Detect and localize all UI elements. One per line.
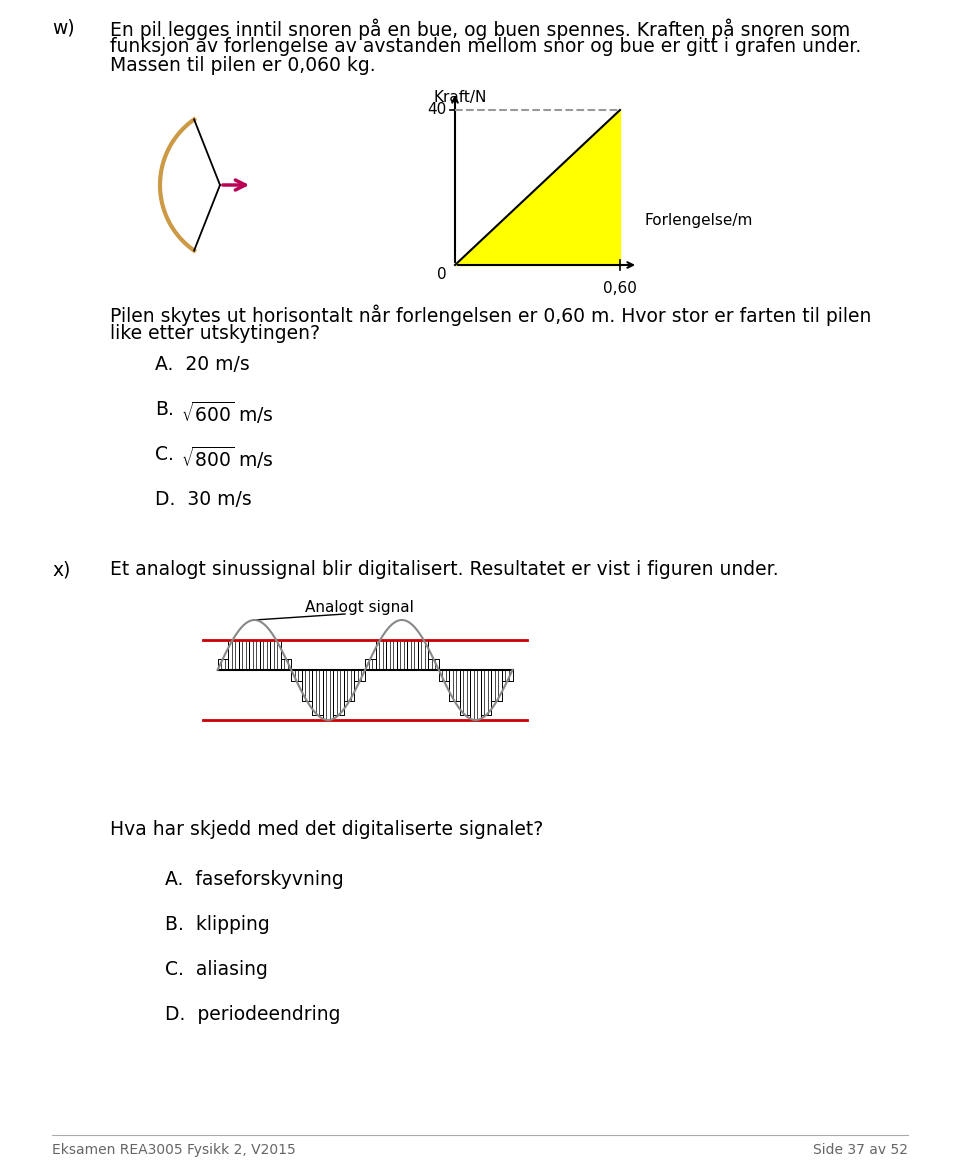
Text: Et analogt sinussignal blir digitalisert. Resultatet er vist i figuren under.: Et analogt sinussignal blir digitalisert… — [110, 560, 779, 579]
Polygon shape — [460, 670, 470, 715]
Polygon shape — [455, 111, 620, 265]
Polygon shape — [280, 659, 291, 670]
Polygon shape — [418, 640, 428, 670]
Polygon shape — [228, 640, 239, 670]
Text: Eksamen REA3005 Fysikk 2, V2015: Eksamen REA3005 Fysikk 2, V2015 — [52, 1143, 296, 1157]
Text: Analogt signal: Analogt signal — [305, 599, 414, 615]
Text: 0,60: 0,60 — [603, 281, 636, 296]
Text: Massen til pilen er 0,060 kg.: Massen til pilen er 0,060 kg. — [110, 56, 375, 74]
Polygon shape — [291, 670, 301, 681]
Polygon shape — [439, 670, 449, 681]
Polygon shape — [481, 670, 492, 715]
Polygon shape — [407, 640, 418, 670]
Polygon shape — [239, 640, 249, 670]
Text: like etter utskytingen?: like etter utskytingen? — [110, 324, 320, 343]
Text: A.  20 m/s: A. 20 m/s — [155, 355, 250, 374]
Text: Side 37 av 52: Side 37 av 52 — [813, 1143, 908, 1157]
Text: D.  30 m/s: D. 30 m/s — [155, 490, 252, 509]
Polygon shape — [396, 640, 407, 670]
Text: En pil legges inntil snoren på en bue, og buen spennes. Kraften på snoren som: En pil legges inntil snoren på en bue, o… — [110, 17, 851, 40]
Text: C.  aliasing: C. aliasing — [165, 960, 268, 979]
Polygon shape — [386, 640, 396, 670]
Text: $\sqrt{600}$ m/s: $\sqrt{600}$ m/s — [181, 400, 274, 426]
Polygon shape — [259, 640, 270, 670]
Polygon shape — [492, 670, 502, 701]
Polygon shape — [365, 659, 375, 670]
Text: B.: B. — [155, 400, 174, 419]
Text: $\sqrt{800}$ m/s: $\sqrt{800}$ m/s — [181, 445, 274, 471]
Polygon shape — [449, 670, 460, 701]
Polygon shape — [312, 670, 323, 715]
Polygon shape — [375, 640, 386, 670]
Text: w): w) — [52, 17, 75, 37]
Polygon shape — [354, 670, 365, 681]
Polygon shape — [249, 640, 259, 670]
Polygon shape — [323, 670, 333, 721]
Text: Hva har skjedd med det digitaliserte signalet?: Hva har skjedd med det digitaliserte sig… — [110, 819, 543, 839]
Polygon shape — [470, 670, 481, 721]
Text: funksjon av forlengelse av avstanden mellom snor og bue er gitt i grafen under.: funksjon av forlengelse av avstanden mel… — [110, 37, 861, 56]
Text: x): x) — [52, 560, 70, 579]
Text: B.  klipping: B. klipping — [165, 915, 270, 934]
Text: C.: C. — [155, 445, 174, 464]
Polygon shape — [333, 670, 344, 715]
Polygon shape — [218, 659, 228, 670]
Text: Kraft/N: Kraft/N — [433, 90, 487, 105]
Text: 40: 40 — [428, 102, 447, 118]
Polygon shape — [270, 640, 280, 670]
Polygon shape — [344, 670, 354, 701]
Text: D.  periodeendring: D. periodeendring — [165, 1005, 341, 1024]
Polygon shape — [502, 670, 513, 681]
Polygon shape — [428, 659, 439, 670]
Text: 0: 0 — [438, 267, 447, 282]
Text: A.  faseforskyvning: A. faseforskyvning — [165, 870, 344, 889]
Text: Pilen skytes ut horisontalt når forlengelsen er 0,60 m. Hvor stor er farten til : Pilen skytes ut horisontalt når forlenge… — [110, 305, 872, 326]
Polygon shape — [301, 670, 312, 701]
Text: Forlengelse/m: Forlengelse/m — [645, 213, 754, 227]
